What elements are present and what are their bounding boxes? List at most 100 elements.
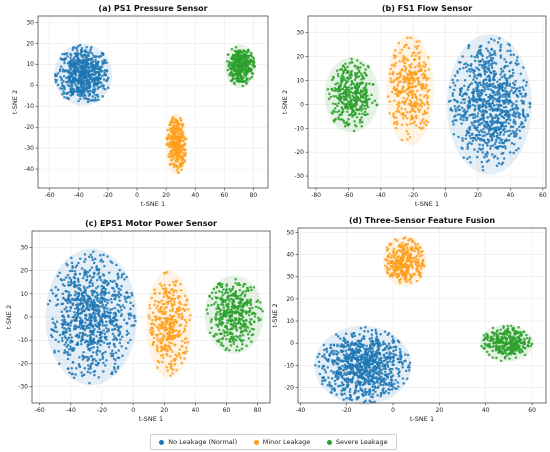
- data-point: [113, 334, 116, 338]
- data-point: [392, 114, 395, 117]
- data-point: [239, 308, 242, 311]
- data-point: [350, 57, 353, 61]
- data-point: [504, 121, 508, 124]
- data-point: [508, 61, 512, 65]
- data-point: [404, 56, 407, 59]
- data-point: [456, 106, 459, 109]
- data-point: [393, 56, 396, 60]
- x-tick-label: 80: [254, 407, 262, 414]
- data-point: [404, 100, 407, 104]
- data-point: [89, 330, 92, 333]
- data-point: [214, 318, 218, 321]
- data-point: [177, 128, 180, 132]
- data-point: [177, 140, 181, 144]
- data-point: [63, 308, 66, 311]
- data-point: [210, 303, 213, 307]
- data-point: [474, 134, 478, 137]
- data-point: [514, 115, 517, 119]
- data-point: [55, 304, 58, 307]
- data-point: [173, 359, 176, 362]
- data-point: [491, 56, 495, 60]
- data-point: [164, 318, 167, 322]
- data-point: [519, 92, 522, 96]
- data-point: [510, 101, 513, 104]
- data-point: [64, 341, 68, 344]
- data-point: [95, 71, 98, 74]
- data-point: [81, 374, 84, 378]
- data-point: [413, 79, 416, 83]
- data-point: [93, 300, 96, 304]
- data-point: [238, 289, 242, 292]
- data-point: [351, 104, 355, 107]
- data-point: [64, 351, 68, 354]
- data-point: [176, 160, 180, 163]
- data-point: [406, 75, 409, 78]
- data-point: [416, 102, 420, 105]
- data-point: [232, 335, 236, 339]
- data-point: [458, 67, 462, 71]
- data-point: [59, 65, 63, 68]
- data-point: [359, 66, 362, 69]
- data-point: [178, 143, 182, 146]
- data-point: [464, 62, 468, 65]
- y-tick-label: -20: [24, 124, 34, 131]
- data-point: [70, 261, 74, 265]
- data-point: [356, 96, 360, 99]
- data-point: [246, 65, 249, 68]
- data-point: [77, 99, 80, 103]
- data-point: [67, 336, 70, 340]
- data-point: [468, 74, 472, 78]
- x-tick-label: -60: [344, 192, 354, 199]
- data-point: [496, 41, 500, 44]
- data-point: [402, 75, 406, 78]
- data-point: [90, 266, 94, 269]
- data-point: [358, 70, 361, 74]
- data-point: [497, 127, 501, 131]
- data-point: [244, 64, 247, 68]
- data-point: [69, 90, 72, 93]
- data-point: [176, 307, 179, 311]
- data-point: [106, 307, 109, 310]
- data-point: [130, 291, 133, 295]
- data-point: [480, 137, 483, 141]
- data-point: [97, 67, 101, 71]
- data-point: [393, 99, 396, 102]
- data-point: [78, 90, 82, 94]
- x-tick-label: 0: [131, 407, 135, 414]
- data-point: [218, 338, 221, 341]
- data-point: [168, 323, 172, 326]
- data-point: [493, 154, 497, 158]
- data-point: [113, 362, 117, 365]
- data-point: [363, 92, 367, 96]
- data-point: [416, 64, 419, 67]
- data-point: [426, 121, 430, 124]
- data-point: [403, 70, 407, 73]
- data-point: [370, 93, 373, 97]
- data-point: [461, 94, 464, 98]
- data-point: [489, 144, 493, 148]
- data-point: [339, 113, 342, 116]
- data-point: [150, 296, 153, 300]
- data-point: [351, 335, 354, 339]
- data-point: [409, 122, 412, 125]
- data-point: [113, 319, 117, 322]
- data-point: [99, 81, 103, 84]
- data-point: [101, 74, 104, 78]
- data-point: [71, 349, 74, 353]
- data-point: [518, 129, 522, 132]
- data-point: [514, 79, 517, 83]
- data-point: [174, 311, 178, 314]
- data-point: [88, 381, 91, 385]
- data-point: [88, 295, 91, 298]
- data-point: [342, 76, 346, 80]
- data-point: [156, 317, 159, 321]
- data-point: [221, 298, 224, 301]
- data-point: [478, 143, 481, 146]
- data-point: [522, 79, 525, 82]
- data-point: [463, 79, 467, 82]
- data-point: [62, 296, 65, 300]
- data-point: [500, 67, 503, 71]
- data-point: [123, 278, 126, 281]
- data-point: [395, 94, 399, 98]
